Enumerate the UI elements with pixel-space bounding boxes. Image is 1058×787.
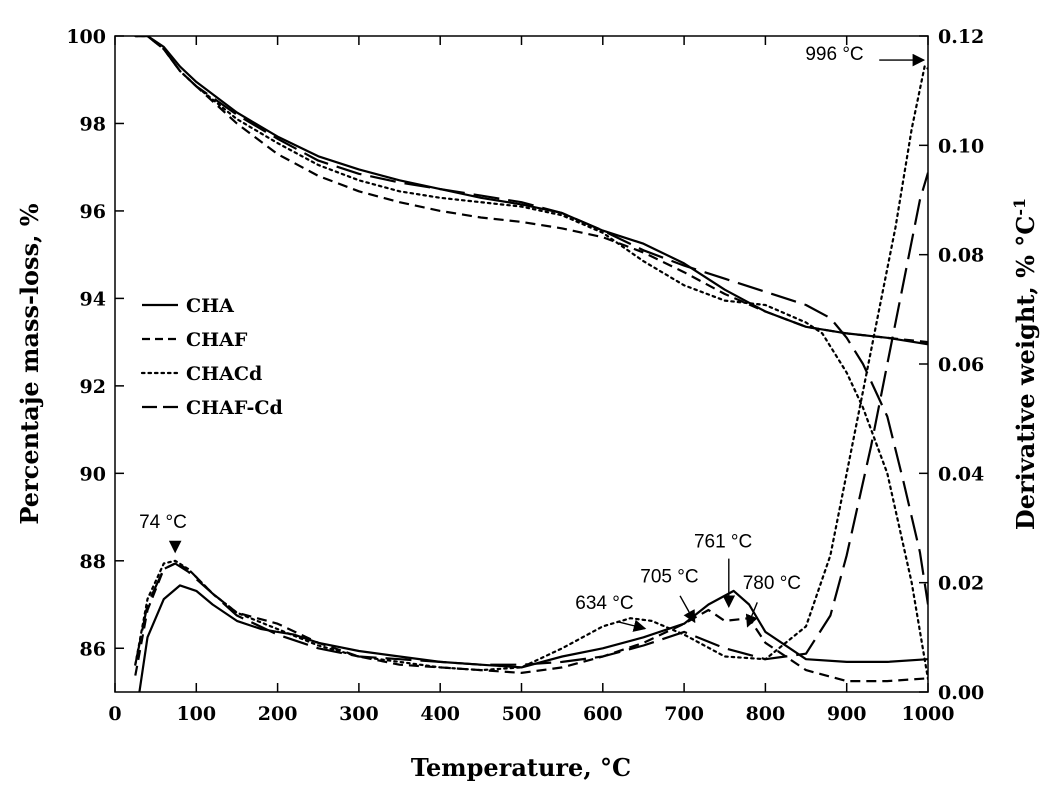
x-axis-title: Temperature, °C <box>411 753 631 782</box>
y-right-tick-label-0-00: 0.00 <box>938 682 984 704</box>
x-tick-label-400: 400 <box>420 703 460 725</box>
y-right-tick-label-0-04: 0.04 <box>938 463 984 485</box>
x-tick-label-800: 800 <box>746 703 786 725</box>
x-tick-label-600: 600 <box>583 703 623 725</box>
x-tick-label-300: 300 <box>339 703 379 725</box>
legend: CHA CHAF CHACd CHAF-Cd <box>140 295 283 419</box>
y-right-axis-title-main: Derivative weight, % °C <box>1011 216 1040 530</box>
series-cha-dtg-line <box>138 584 928 692</box>
y-left-axis-title: Percentaje mass-loss, % <box>15 203 44 524</box>
y-left-tick-label-92: 92 <box>80 376 106 398</box>
y-right-tick-label-0-12: 0.12 <box>938 26 984 48</box>
y-right-tick-label-0-02: 0.02 <box>938 573 984 595</box>
y-right-tick-label-0-06: 0.06 <box>938 354 984 376</box>
annotation-label-780-c: 780 °C <box>743 573 801 594</box>
y-left-tick-label-94: 94 <box>80 288 106 310</box>
annotation-label-761-c: 761 °C <box>694 532 752 553</box>
x-tick-label-900: 900 <box>827 703 867 725</box>
y-right-axis-title: Derivative weight, % °C-1 <box>1010 198 1040 530</box>
y-left-tick-label-100: 100 <box>66 26 106 48</box>
annotation-layer: 74 °C 634 °C 705 °C 761 °C 780 °C 996 °C <box>139 44 926 632</box>
legend-label-chaf-cd: CHAF-Cd <box>186 397 283 419</box>
series-chaf-cd-tga-line <box>135 36 928 605</box>
annotation-arrow-634-c <box>618 619 647 632</box>
x-tick-label-0: 0 <box>108 703 121 725</box>
x-tick-label-100: 100 <box>176 703 216 725</box>
series-chaf-cd-dtg-line <box>134 172 928 666</box>
annotation-label-74-c: 74 °C <box>139 512 187 533</box>
x-tick-label-700: 700 <box>664 703 704 725</box>
y-left-tick-label-98: 98 <box>80 113 106 135</box>
annotation-label-996-c: 996 °C <box>805 44 863 65</box>
axis-ticks: 0 100 200 300 400 500 600 700 800 900 1000 86 88 90 92… <box>66 26 984 725</box>
y-right-tick-label-0-08: 0.08 <box>938 245 984 267</box>
x-tick-label-1000: 1000 <box>902 703 955 725</box>
y-right-tick-label-0-10: 0.10 <box>938 135 984 157</box>
annotation-arrow-780-c <box>745 602 758 628</box>
legend-label-chacd: CHACd <box>186 363 262 385</box>
y-left-tick-label-88: 88 <box>80 551 106 573</box>
annotation-arrow-705-c <box>679 595 696 624</box>
x-tick-label-200: 200 <box>258 703 298 725</box>
series-cha-tga-line <box>135 36 928 346</box>
legend-label-cha: CHA <box>186 295 234 317</box>
legend-label-chaf: CHAF <box>186 329 248 351</box>
y-right-axis-title-sup: -1 <box>1010 198 1029 216</box>
y-left-tick-label-96: 96 <box>80 201 106 223</box>
x-tick-label-500: 500 <box>502 703 542 725</box>
series-chacd-tga-line <box>134 36 928 680</box>
y-left-tick-label-86: 86 <box>80 638 106 660</box>
annotation-label-705-c: 705 °C <box>640 567 698 588</box>
series-chaf-tga-line <box>135 36 928 344</box>
y-left-tick-label-90: 90 <box>80 463 106 485</box>
annotation-label-634-c: 634 °C <box>575 593 633 614</box>
